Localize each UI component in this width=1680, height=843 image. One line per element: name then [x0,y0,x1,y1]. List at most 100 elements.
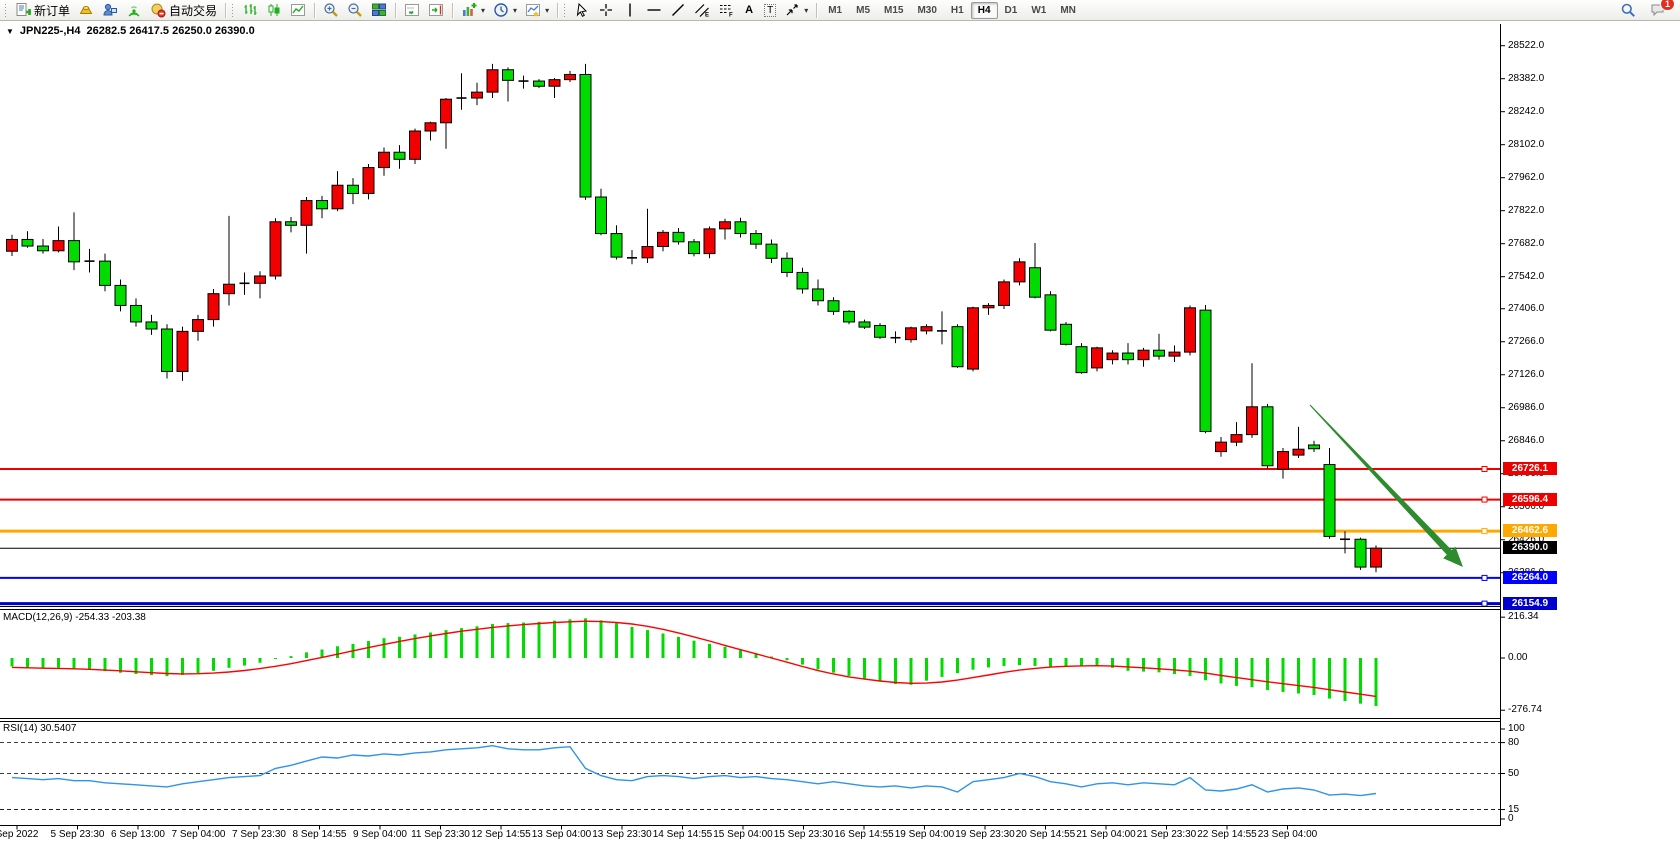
bar-chart-button[interactable] [238,1,262,19]
trend-arrow-annotation[interactable] [1309,404,1463,567]
price-tick-label: 27962.0 [1508,171,1545,183]
chevron-down-icon[interactable]: ▾ [513,5,518,15]
timeframe-button-M1[interactable]: M1 [828,4,843,16]
timeframe-button-M15[interactable]: M15 [884,4,904,16]
gold-ingot-icon [78,2,94,18]
zoom-out-button[interactable] [343,1,367,19]
candle [316,200,328,210]
chevron-down-icon[interactable]: ▾ [481,5,486,15]
toolbar-group: ▾ ▾ ▾ [456,0,554,20]
channel-button[interactable]: E [690,1,714,19]
timeframe-button-W1[interactable]: W1 [1031,4,1047,16]
candle [750,233,762,245]
price-tick-label: 27822.0 [1508,204,1545,216]
toolbar-drag-handle[interactable] [4,3,8,17]
rsi-tick-label: 15 [1508,803,1520,815]
timeframe-button-H4[interactable]: H4 [970,1,998,19]
tile-windows-button[interactable] [367,1,391,19]
vertical-line-button[interactable] [618,1,642,19]
templates-button[interactable]: ▾ [521,1,553,19]
auto-trading-button[interactable]: 自动交易 [146,1,221,19]
candle [1354,538,1367,568]
rsi-tick-label: 80 [1508,736,1520,748]
candle [1075,346,1088,374]
toolbar-drag-handle[interactable] [231,3,236,17]
tile-windows-icon [371,2,387,18]
candle [300,200,313,226]
candle [688,241,700,255]
candle [1168,351,1181,357]
chart-shift-icon [428,2,444,18]
candle [967,307,979,370]
ohlc-values: 26282.5 26417.5 26250.0 26390.0 [86,25,255,37]
timeframe-button-H1[interactable]: H1 [950,4,964,16]
candle [843,310,855,323]
timeframe-button-M5[interactable]: M5 [856,4,871,16]
line-chart-button[interactable] [286,1,310,19]
candle [378,151,390,169]
hline-anchor [1481,465,1488,472]
rsi-line [11,744,1377,797]
candle [37,245,49,252]
timeframe-button-MN[interactable]: MN [1060,4,1076,16]
candlestick-button[interactable] [262,1,286,19]
trendline-button[interactable] [666,1,690,19]
candle [610,233,623,258]
collapse-triangle-icon[interactable]: ▼ [6,26,14,36]
auto-scroll-button[interactable] [400,1,424,19]
templates-icon [525,2,541,18]
shapes-button[interactable]: ▾ [780,1,812,19]
candle [920,326,933,332]
timeframe-group: M1 M5 M15 M30 H1 H4 D1 W1 MN [820,0,1084,20]
auto-trading-icon [150,2,166,18]
text-label-button[interactable]: T [760,1,780,19]
search-button[interactable] [1616,1,1640,19]
chevron-down-icon[interactable]: ▾ [545,5,550,15]
periods-button[interactable]: ▾ [489,1,521,19]
chat-button[interactable]: 1 [1646,0,1675,19]
deposit-button[interactable] [74,1,98,19]
chart-shift-button[interactable] [424,1,448,19]
zoom-in-button[interactable] [319,1,343,19]
time-axis-label: 7 Sep 04:00 [171,829,226,840]
toolbar-group: 新订单 自动交易 [2,0,222,20]
new-order-button[interactable]: 新订单 [11,1,74,19]
periods-icon [493,2,509,18]
candle [1044,294,1057,331]
candle [285,221,297,226]
hline-anchor [1481,600,1488,607]
indicators-button[interactable]: ▾ [457,1,489,19]
auto-trading-button-label: 自动交易 [169,3,218,18]
time-axis-label: 20 Sep 14:55 [1015,829,1076,840]
toolbar-drag-handle[interactable] [563,3,568,17]
time-axis-label: Sep 2022 [0,829,39,840]
fibonacci-button[interactable]: F [714,1,738,19]
horizontal-line-button[interactable] [642,1,666,19]
line-chart-icon [290,2,306,18]
candle [362,167,375,194]
toolbar-separator [395,2,397,18]
symbol-period-label: JPN225-,H4 [19,25,81,37]
text-icon: A [745,4,754,16]
rsi-tick-label: 100 [1508,723,1525,734]
price-tick-label: 26566.0 [1508,500,1545,512]
candle [52,240,65,252]
chevron-down-icon[interactable]: ▾ [804,5,809,15]
auto-scroll-icon [404,2,420,18]
candle [641,246,654,259]
candle [874,324,886,338]
candle [21,238,34,247]
timeframe-button-D1[interactable]: D1 [1004,4,1018,16]
candle [114,284,127,306]
cursor-button[interactable] [570,1,594,19]
candle [1153,349,1165,357]
signals-button[interactable] [122,1,146,19]
shapes-icon [784,2,800,18]
time-axis-label: 16 Sep 14:55 [834,829,894,840]
timeframe-button-M30[interactable]: M30 [917,4,937,16]
time-axis-label: 7 Sep 23:30 [232,829,286,840]
support-button[interactable] [98,1,122,19]
text-button[interactable]: A [738,1,760,19]
crosshair-button[interactable] [594,1,618,19]
